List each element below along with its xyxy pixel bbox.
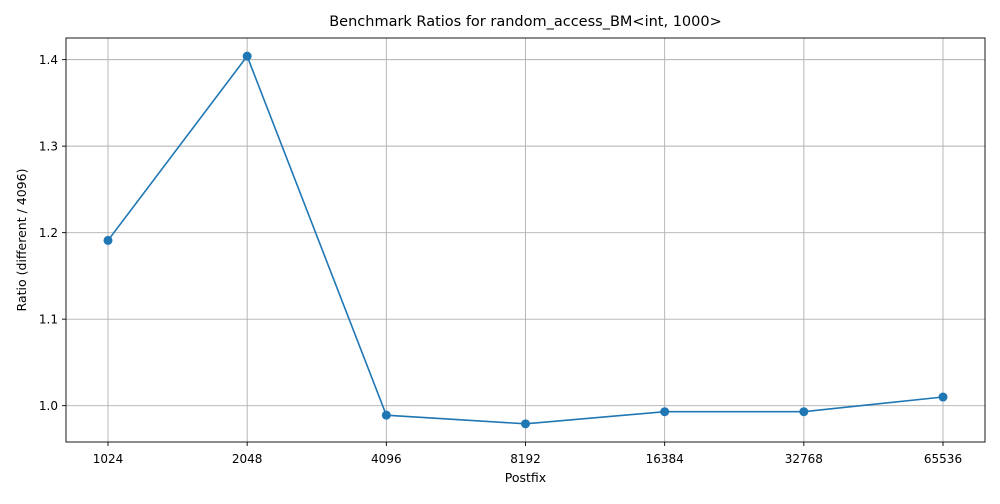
y-tick-label: 1.1 xyxy=(39,313,58,327)
data-point-marker xyxy=(242,51,252,61)
data-point-marker xyxy=(521,419,530,429)
x-tick-label: 65536 xyxy=(924,452,962,466)
y-tick-label: 1.4 xyxy=(39,53,58,67)
data-point-marker xyxy=(103,235,113,245)
y-tick-label: 1.2 xyxy=(39,226,58,240)
data-point-marker xyxy=(660,407,670,417)
x-tick-label: 2048 xyxy=(232,452,263,466)
x-tick-label: 4096 xyxy=(371,452,402,466)
y-tick-label: 1.3 xyxy=(39,140,58,154)
data-point-marker xyxy=(938,392,948,402)
axes-frame xyxy=(65,37,986,443)
x-tick-label: 1024 xyxy=(93,452,124,466)
x-axis-label: Postfix xyxy=(505,470,546,485)
data-point-marker xyxy=(381,410,391,420)
grid-layer xyxy=(66,38,985,442)
data-point-marker xyxy=(799,407,809,417)
y-axis-label: Ratio (different / 4096) xyxy=(14,169,29,312)
x-tick-label: 16384 xyxy=(646,452,684,466)
x-tick-label: 8192 xyxy=(510,452,541,466)
y-tick-label: 1.0 xyxy=(39,399,58,413)
chart-title: Benchmark Ratios for random_access_BM<in… xyxy=(329,14,722,30)
x-tick-label: 32768 xyxy=(785,452,823,466)
ticks-layer: 1024 2048 4096 8192 16384 32768 65536 1.0 1.1 1.2… xyxy=(39,53,962,466)
series-layer xyxy=(103,51,948,429)
